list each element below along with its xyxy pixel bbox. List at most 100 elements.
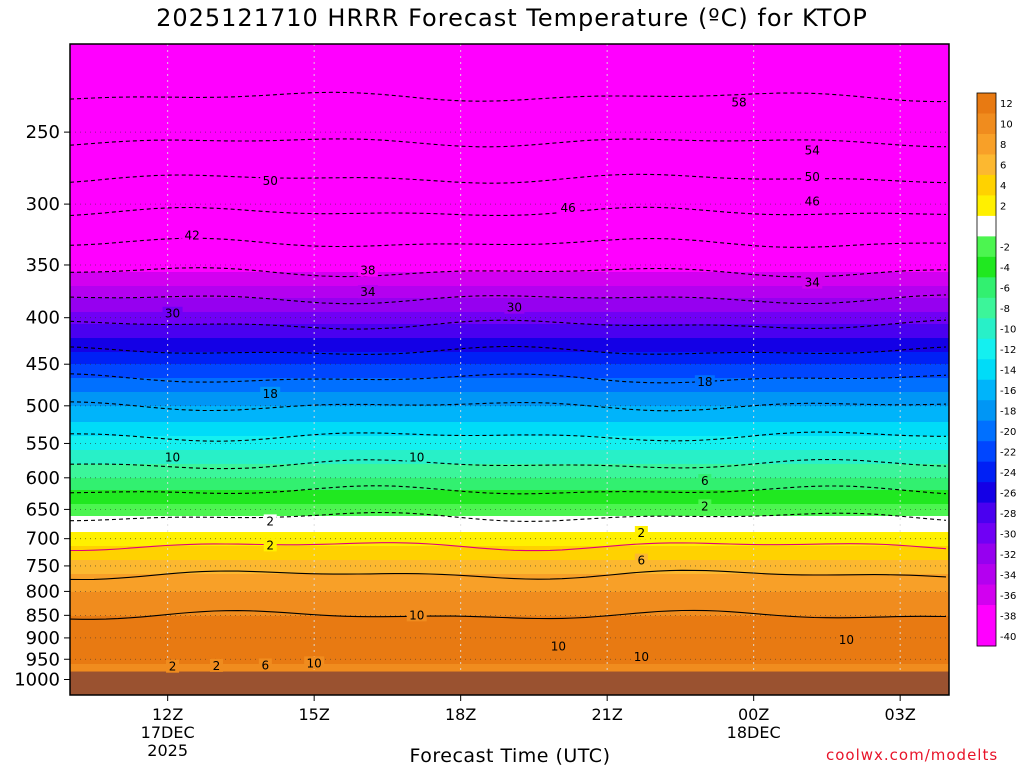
temperature-band <box>70 410 949 413</box>
temperature-band <box>70 334 949 337</box>
temperature-band <box>70 348 949 351</box>
temperature-band <box>70 314 949 317</box>
temperature-band <box>70 74 949 77</box>
temperature-band <box>70 278 949 281</box>
temperature-band <box>70 548 949 551</box>
contour-label-bg <box>166 659 180 673</box>
temperature-band <box>70 104 949 107</box>
temperature-band <box>70 168 949 171</box>
temperature-band <box>70 450 949 453</box>
contour-label: 10 <box>165 451 180 465</box>
temperature-band <box>70 260 949 263</box>
temperature-band <box>70 474 949 477</box>
temperature-band <box>70 120 949 123</box>
x-tick-label: 21Z <box>592 705 623 724</box>
temperature-band <box>70 400 949 403</box>
temperature-band <box>70 626 949 629</box>
temperature-band <box>70 254 949 257</box>
temperature-band <box>70 658 949 661</box>
temperature-band <box>70 156 949 159</box>
contour-label: 10 <box>634 650 649 664</box>
temperature-band <box>70 204 949 207</box>
temperature-band <box>70 98 949 101</box>
temperature-band <box>70 606 949 609</box>
temperature-band <box>70 506 949 509</box>
temperature-band <box>70 244 949 247</box>
contour-label-bg <box>260 386 281 400</box>
temperature-band <box>70 226 949 229</box>
temperature-band <box>70 620 949 623</box>
temperature-band <box>70 362 949 365</box>
contour-label-bg <box>634 525 648 539</box>
temperature-band <box>70 438 949 441</box>
source-credit[interactable]: coolwx.com/modelts <box>826 746 999 764</box>
temperature-band <box>70 414 949 417</box>
temperature-band <box>70 366 949 369</box>
temperature-band <box>70 170 949 173</box>
x-tick-label: 18Z <box>445 705 476 724</box>
temperature-band <box>70 182 949 185</box>
temperature-band <box>70 416 949 419</box>
temperature-band <box>70 454 949 457</box>
temperature-band <box>70 324 949 327</box>
temperature-band <box>70 268 949 271</box>
temperature-band <box>70 96 949 99</box>
contour-label: 6 <box>638 554 646 568</box>
colorbar-label: -4 <box>1000 263 1010 274</box>
temperature-band <box>70 114 949 117</box>
contour-label: 50 <box>263 174 278 188</box>
temperature-band <box>70 622 949 625</box>
colorbar-swatch <box>977 564 996 586</box>
temperature-band <box>70 554 949 557</box>
temperature-band <box>70 670 949 673</box>
y-tick-label: 800 <box>26 581 60 602</box>
contour-line <box>70 319 947 330</box>
temperature-band <box>70 356 949 359</box>
temperature-band <box>70 340 949 343</box>
colorbar-label: -12 <box>1000 345 1016 356</box>
y-tick-label: 750 <box>26 556 60 577</box>
temperature-band <box>70 142 949 145</box>
colorbar-label: -26 <box>1000 488 1016 499</box>
temperature-band <box>70 218 949 221</box>
temperature-band <box>70 360 949 363</box>
contour-label: 10 <box>839 633 854 647</box>
temperature-band <box>70 590 949 593</box>
y-tick-label: 1000 <box>14 670 60 691</box>
contour-line <box>70 206 947 217</box>
temperature-band <box>70 58 949 61</box>
contour-label: 6 <box>701 474 709 488</box>
temperature-band <box>70 76 949 79</box>
temperature-band <box>70 574 949 577</box>
temperature-band <box>70 530 949 533</box>
y-tick-label: 350 <box>26 255 60 276</box>
temperature-band <box>70 122 949 125</box>
contour-line <box>70 401 947 412</box>
contour-labels: 58 54 50 50 46 46 42 38 34 34 30 30 18 18 10 10 6 2 2 2 2 6 10… <box>162 95 857 674</box>
temperature-band <box>70 526 949 529</box>
contour-label-bg <box>802 275 823 289</box>
colorbar-swatch <box>977 461 996 483</box>
contour-label: 50 <box>805 170 820 184</box>
colorbar-label: -24 <box>1000 468 1016 479</box>
temperature-band <box>70 652 949 655</box>
temperature-band <box>70 286 949 289</box>
temperature-band <box>70 424 949 427</box>
y-tick-label: 950 <box>26 649 60 670</box>
temperature-band <box>70 498 949 501</box>
temperature-band <box>70 82 949 85</box>
y-tick-label: 900 <box>26 628 60 649</box>
temperature-band <box>70 488 949 491</box>
contour-label: 18 <box>697 375 712 389</box>
temperature-band <box>70 646 949 649</box>
temperature-band <box>70 282 949 285</box>
contour-label: 10 <box>307 656 322 670</box>
colorbar-swatch <box>977 482 996 504</box>
temperature-band <box>70 86 949 89</box>
colorbar-swatch <box>977 441 996 463</box>
colorbar-label: -36 <box>1000 591 1016 602</box>
colorbar-swatch <box>977 318 996 340</box>
contour-label-bg <box>631 650 652 664</box>
contour-label-bg <box>263 538 277 552</box>
temperature-band <box>70 600 949 603</box>
